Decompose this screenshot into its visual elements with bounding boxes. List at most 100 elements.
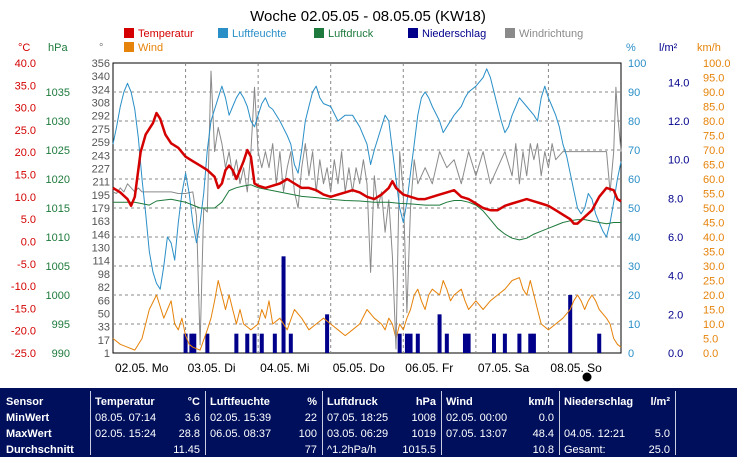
stats-separator	[322, 391, 323, 455]
direction-tick-label: 1	[104, 348, 110, 360]
wind-tick-label: 90.0	[703, 87, 724, 99]
temp-tick-label: -15.0	[11, 303, 36, 315]
wind-tick-label: 15.0	[703, 305, 724, 317]
stats-rain-max-value: 5.0	[654, 428, 670, 440]
direction-tick-label: 211	[92, 177, 110, 189]
stats-rain-total-value: 25.0	[648, 444, 670, 456]
weather-chart: Woche 02.05.05 - 08.05.05 (KW18) Tempera…	[11, 8, 731, 382]
stats-separator	[559, 391, 560, 455]
stats-temperature-unit: °C	[187, 396, 200, 408]
legend-label: Niederschlag	[422, 28, 486, 40]
x-axis-labels: 02.05. Mo 03.05. Di 04.05. Mi 05.05. Do 06.0…	[115, 361, 602, 375]
direction-tick-label: 82	[98, 282, 110, 294]
direction-tick-label: 195	[92, 190, 110, 202]
legend-label: Temperatur	[138, 28, 194, 40]
stats-press-avg-value: 1015.5	[402, 444, 436, 456]
rain-tick-label: 6.0	[668, 232, 683, 244]
rain-bar	[183, 333, 188, 353]
temp-tick-label: -20.0	[11, 326, 36, 338]
humidity-tick-label: 80	[628, 116, 640, 128]
rain-tick-label: 0.0	[668, 348, 683, 360]
stats-rain-header: Niederschlag	[564, 396, 634, 408]
rain-bar	[192, 333, 197, 353]
legend-label: Wind	[138, 42, 163, 54]
rain-bar	[281, 256, 286, 353]
pressure-tick-label: 1005	[46, 261, 70, 273]
temp-tick-label: 15.0	[15, 170, 36, 182]
temp-tick-label: -10.0	[11, 281, 36, 293]
rain-axis-unit: l/m²	[659, 42, 678, 54]
rain-bar	[397, 333, 402, 353]
legend-swatch	[505, 28, 515, 38]
direction-tick-label: 66	[98, 295, 110, 307]
direction-tick-label: 163	[92, 216, 110, 228]
stats-hum-max-date: 06.05. 08:37	[210, 428, 272, 440]
stats-temperature-header: Temperatur	[95, 396, 155, 408]
stats-separator	[675, 391, 676, 455]
direction-tick-label: 356	[92, 58, 110, 70]
wind-tick-label: 40.0	[703, 232, 724, 244]
stats-temperature-column: Temperatur °C 08.05. 07:14 3.6 02.05. 15…	[91, 388, 204, 457]
pressure-tick-label: 1000	[46, 290, 70, 302]
stats-rain-total-label: Gesamt:	[564, 444, 606, 456]
humidity-tick-label: 100	[628, 58, 646, 70]
wind-axis-unit: km/h	[697, 42, 721, 54]
temp-tick-label: 35.0	[15, 80, 36, 92]
humidity-tick-label: 50	[628, 203, 640, 215]
rain-tick-label: 2.0	[668, 309, 683, 321]
rain-bar	[404, 333, 409, 353]
legend-swatch	[314, 28, 324, 38]
windrichtung-series-line	[112, 70, 622, 350]
humidity-axis-unit: %	[626, 42, 636, 54]
rain-bar	[234, 333, 239, 353]
direction-tick-label: 324	[92, 84, 110, 96]
stats-humidity-header: Luftfeuchte	[210, 396, 270, 408]
direction-tick-label: 17	[98, 335, 110, 347]
rain-bar	[517, 333, 522, 353]
wind-tick-label: 100.0	[703, 58, 731, 70]
stats-wind-max-value: 48.4	[532, 428, 554, 440]
wind-tick-label: 30.0	[703, 261, 724, 273]
legend-swatch	[124, 28, 134, 38]
humidity-tick-label: 30	[628, 261, 640, 273]
wind-tick-label: 70.0	[703, 145, 724, 157]
direction-tick-label: 33	[98, 322, 110, 334]
direction-tick-label: 259	[92, 137, 110, 149]
wind-tick-label: 20.0	[703, 290, 724, 302]
humidity-tick-label: 0	[628, 348, 634, 360]
humidity-tick-label: 20	[628, 290, 640, 302]
legend: Temperatur Luftfeuchte Luftdruck Niederschl…	[124, 28, 583, 54]
humidity-tick-label: 90	[628, 87, 640, 99]
stats-avg-label: Durchschnitt	[6, 444, 74, 456]
rain-tick-label: 12.0	[668, 116, 689, 128]
temp-tick-label: -25.0	[11, 348, 36, 360]
temp-tick-label: 0.0	[21, 236, 36, 248]
stats-press-min-value: 1008	[411, 412, 436, 424]
temp-tick-label: 5.0	[21, 214, 36, 226]
temp-tick-label: 10.0	[15, 192, 36, 204]
stats-wind-unit: km/h	[528, 396, 554, 408]
wind-tick-label: 45.0	[703, 218, 724, 230]
stats-separator	[205, 391, 206, 455]
stats-wind-avg-value: 10.8	[532, 444, 554, 456]
stats-pressure-column: Luftdruck hPa 07.05. 18:25 1008 03.05. 0…	[323, 388, 440, 457]
direction-tick-label: 130	[92, 243, 110, 255]
stats-sensor-column: Sensor MinWert MaxWert Durchschnitt	[0, 388, 90, 457]
stats-temp-max-value: 28.8	[178, 428, 200, 440]
pressure-tick-label: 1035	[46, 87, 70, 99]
pressure-tick-label: 1025	[46, 145, 70, 157]
direction-tick-label: 243	[92, 150, 110, 162]
rain-bar	[272, 333, 277, 353]
stats-separator	[90, 391, 91, 455]
legend-label: Windrichtung	[519, 28, 583, 40]
legend-swatch	[218, 28, 228, 38]
rain-tick-label: 14.0	[668, 77, 689, 89]
series-lines	[112, 68, 622, 351]
wind-tick-label: 85.0	[703, 102, 724, 114]
axes: 40.035.030.025.020.015.010.05.00.0-5.0-1…	[11, 58, 731, 360]
stats-hum-max-value: 100	[298, 428, 317, 440]
rain-tick-label: 8.0	[668, 193, 683, 205]
rain-bar	[597, 333, 602, 353]
chart-title: Woche 02.05.05 - 08.05.05 (KW18)	[250, 8, 486, 25]
stats-press-max-value: 1019	[411, 428, 436, 440]
